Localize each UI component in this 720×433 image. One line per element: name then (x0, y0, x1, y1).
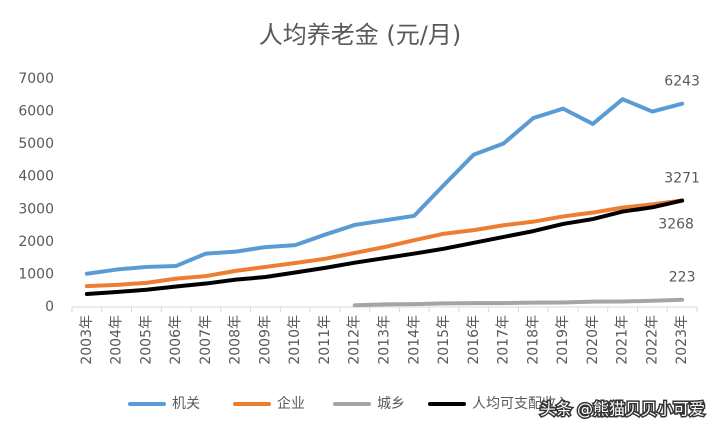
line-series (84, 198, 685, 289)
x-tick-label: 2011年 (317, 315, 333, 365)
data-label: 3268 (658, 217, 694, 233)
line-series (84, 97, 685, 276)
x-tick-label: 2015年 (436, 315, 452, 365)
x-tick-label: 2018年 (525, 315, 541, 365)
legend-label: 企业 (277, 395, 305, 412)
chart-title: 人均养老金 (元/月) (259, 21, 461, 49)
y-tick-label: 3000 (18, 201, 54, 217)
line-series (84, 198, 685, 296)
watermark: 头条 @熊猫贝贝小可爱 (540, 400, 705, 419)
x-tick-label: 2019年 (555, 315, 571, 365)
y-tick-label: 1000 (18, 266, 54, 282)
y-tick-label: 2000 (18, 234, 54, 250)
y-tick-label: 6000 (18, 104, 54, 120)
x-tick-label: 2017年 (496, 315, 512, 365)
x-tick-label: 2016年 (466, 315, 482, 365)
y-tick-label: 5000 (18, 136, 54, 152)
x-tick-label: 2009年 (257, 315, 273, 365)
x-tick-label: 2022年 (644, 315, 660, 365)
y-tick-label: 7000 (18, 71, 54, 87)
x-tick-label: 2003年 (79, 315, 95, 365)
y-tick-label: 4000 (18, 169, 54, 185)
data-label: 3271 (664, 170, 700, 186)
legend-label: 城乡 (377, 396, 405, 412)
x-tick-label: 2010年 (287, 315, 303, 365)
legend-label: 机关 (172, 396, 200, 412)
data-label: 223 (669, 270, 696, 286)
x-tick-label: 2014年 (406, 315, 422, 365)
x-tick-label: 2004年 (109, 315, 125, 365)
legend-label: 人均可支配收入 (472, 396, 570, 412)
x-tick-label: 2020年 (585, 315, 601, 365)
line-series (352, 297, 685, 308)
x-tick-label: 2023年 (674, 315, 690, 365)
x-tick-label: 2005年 (138, 315, 154, 365)
data-label: 6243 (664, 74, 700, 90)
x-tick-label: 2013年 (377, 315, 393, 365)
x-tick-label: 2007年 (198, 315, 214, 365)
x-tick-label: 2008年 (228, 315, 244, 365)
x-tick-label: 2006年 (168, 315, 184, 365)
x-tick-label: 2012年 (347, 315, 363, 365)
y-tick-label: 0 (45, 299, 54, 315)
x-tick-label: 2021年 (615, 315, 631, 365)
